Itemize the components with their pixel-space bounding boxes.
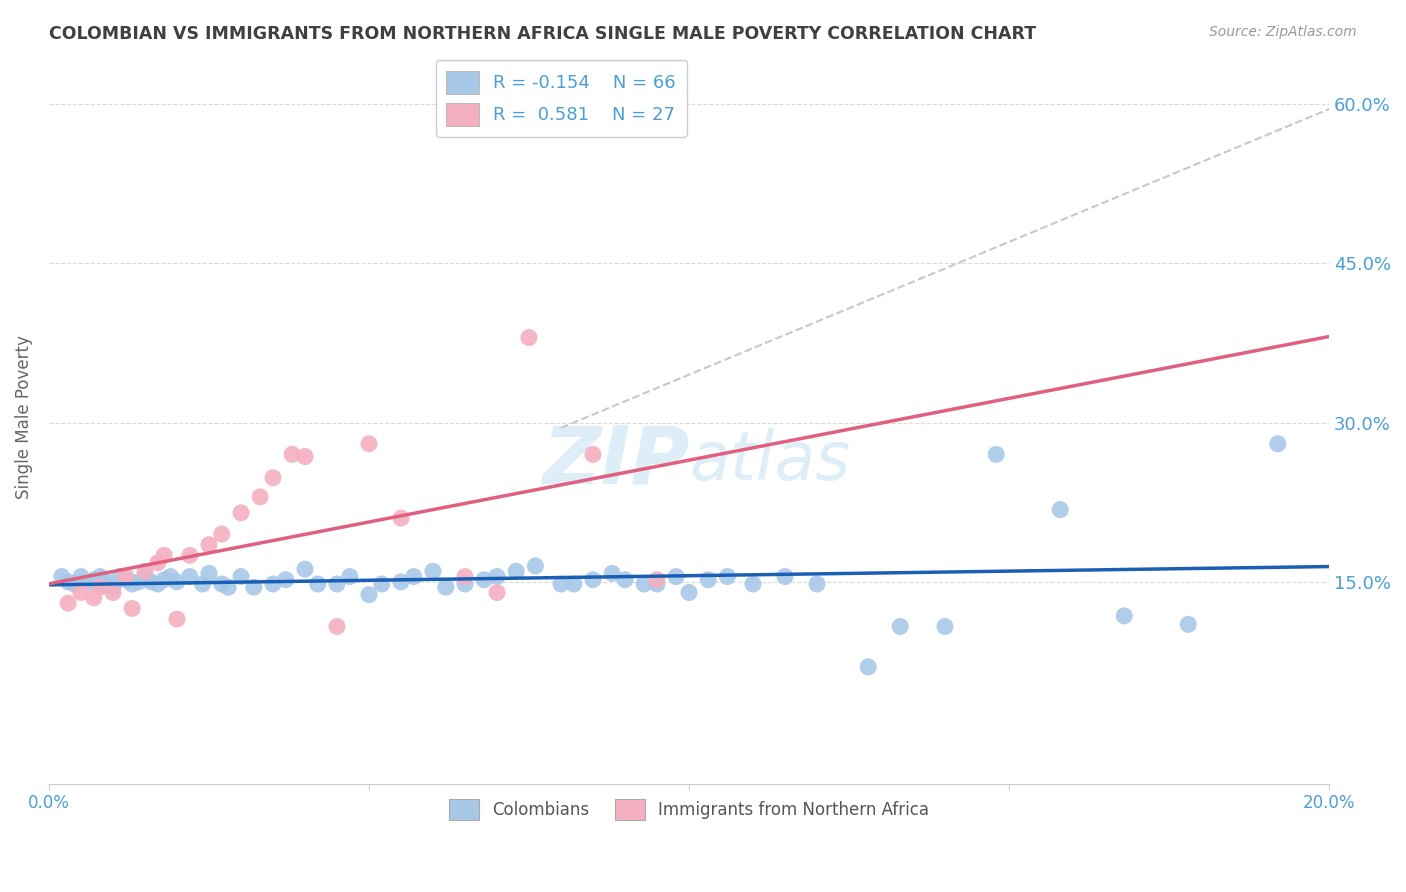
Point xyxy=(56,574,79,589)
Point xyxy=(141,574,163,589)
Point xyxy=(472,573,495,587)
Point xyxy=(645,577,668,591)
Point xyxy=(339,569,361,583)
Point xyxy=(146,556,169,570)
Point xyxy=(262,577,284,591)
Point xyxy=(89,580,111,594)
Point xyxy=(485,569,508,583)
Point xyxy=(326,577,349,591)
Point xyxy=(76,574,98,589)
Point xyxy=(856,660,879,674)
Point xyxy=(134,569,156,583)
Point xyxy=(633,577,655,591)
Text: atlas: atlas xyxy=(689,428,851,494)
Point xyxy=(262,471,284,485)
Point xyxy=(934,619,956,633)
Point xyxy=(389,574,412,589)
Point xyxy=(806,577,828,591)
Point xyxy=(1177,617,1199,632)
Point xyxy=(108,569,131,583)
Point xyxy=(1267,436,1289,450)
Point xyxy=(645,573,668,587)
Point xyxy=(249,490,271,504)
Text: COLOMBIAN VS IMMIGRANTS FROM NORTHERN AFRICA SINGLE MALE POVERTY CORRELATION CHA: COLOMBIAN VS IMMIGRANTS FROM NORTHERN AF… xyxy=(49,25,1036,43)
Point xyxy=(716,569,738,583)
Point xyxy=(582,447,605,461)
Point xyxy=(153,573,176,587)
Text: ZIP: ZIP xyxy=(541,422,689,500)
Point xyxy=(517,330,540,344)
Point xyxy=(773,569,796,583)
Point xyxy=(434,580,457,594)
Point xyxy=(281,447,304,461)
Point xyxy=(83,573,105,587)
Point xyxy=(889,619,911,633)
Point xyxy=(454,569,477,583)
Point xyxy=(211,527,233,541)
Point xyxy=(198,566,221,581)
Point xyxy=(678,585,700,599)
Text: Source: ZipAtlas.com: Source: ZipAtlas.com xyxy=(1209,25,1357,39)
Point xyxy=(114,573,136,587)
Point xyxy=(614,573,637,587)
Point xyxy=(70,569,93,583)
Point xyxy=(166,612,188,626)
Point xyxy=(159,569,181,583)
Point xyxy=(83,591,105,605)
Point xyxy=(70,585,93,599)
Point xyxy=(179,549,201,563)
Point xyxy=(179,569,201,583)
Point xyxy=(665,569,688,583)
Point xyxy=(422,564,444,578)
Point xyxy=(582,573,605,587)
Point xyxy=(211,577,233,591)
Point xyxy=(146,577,169,591)
Point xyxy=(562,577,585,591)
Point xyxy=(485,585,508,599)
Point xyxy=(1114,608,1136,623)
Point xyxy=(121,601,143,615)
Point xyxy=(121,577,143,591)
Point xyxy=(371,577,394,591)
Legend: Colombians, Immigrants from Northern Africa: Colombians, Immigrants from Northern Afr… xyxy=(443,792,935,827)
Point xyxy=(89,577,111,591)
Point xyxy=(326,619,349,633)
Point xyxy=(191,577,214,591)
Point xyxy=(96,574,118,589)
Point xyxy=(454,577,477,591)
Point xyxy=(134,564,156,578)
Point xyxy=(389,511,412,525)
Point xyxy=(51,569,73,583)
Point xyxy=(56,596,79,610)
Point xyxy=(101,585,124,599)
Point xyxy=(217,580,239,594)
Point xyxy=(274,573,297,587)
Point xyxy=(294,562,316,576)
Point xyxy=(307,577,329,591)
Point xyxy=(128,574,150,589)
Point xyxy=(986,447,1008,461)
Point xyxy=(294,450,316,464)
Point xyxy=(114,569,136,583)
Point xyxy=(697,573,720,587)
Point xyxy=(742,577,765,591)
Point xyxy=(89,569,111,583)
Point xyxy=(550,577,572,591)
Y-axis label: Single Male Poverty: Single Male Poverty xyxy=(15,335,32,500)
Point xyxy=(1049,502,1071,516)
Point xyxy=(357,436,380,450)
Point xyxy=(242,580,264,594)
Point xyxy=(166,574,188,589)
Point xyxy=(101,580,124,594)
Point xyxy=(63,577,86,591)
Point xyxy=(524,558,547,573)
Point xyxy=(229,569,252,583)
Point xyxy=(198,538,221,552)
Point xyxy=(153,549,176,563)
Point xyxy=(505,564,527,578)
Point xyxy=(229,506,252,520)
Point xyxy=(357,588,380,602)
Point xyxy=(600,566,623,581)
Point xyxy=(402,569,425,583)
